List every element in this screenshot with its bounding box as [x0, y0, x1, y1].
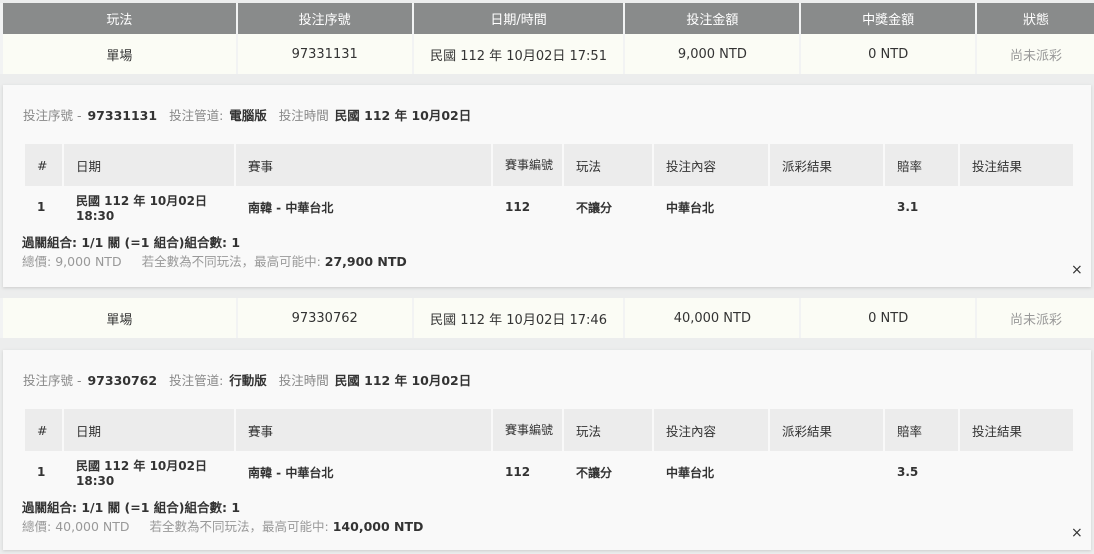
- close-icon[interactable]: ×: [1071, 525, 1083, 541]
- bet-summary[interactable]: 玩法 投注序號 日期/時間 投注金額 中獎金額 狀態 單場 97331131 民國 112 年 …: [0, 3, 1094, 74]
- detail-row: 1 民國 112 年 10月02日 18:30 南韓 - 中華台北 112 不讓分…: [25, 186, 1073, 228]
- row-odds: 3.1: [897, 200, 919, 214]
- row-play: 不讓分: [576, 465, 613, 480]
- channel-value: 電腦版: [229, 108, 267, 123]
- row-match: 南韓 - 中華台北: [248, 465, 334, 480]
- row-match: 南韓 - 中華台北: [248, 200, 334, 215]
- row-result: [960, 451, 1073, 493]
- serial-value: 97330762: [87, 373, 158, 388]
- detail-column-header: 投注結果: [960, 409, 1073, 451]
- row-match-no: 112: [505, 465, 531, 479]
- column-header: 日期/時間: [413, 3, 624, 34]
- column-header: 玩法: [3, 3, 236, 34]
- detail-column-header: 派彩結果: [770, 144, 883, 186]
- close-icon[interactable]: ×: [1071, 262, 1083, 278]
- bet-prize: 0 NTD: [801, 298, 976, 338]
- total-info: 總價: 9,000 NTD 若全數為不同玩法，最高可能中: 27,900 NTD: [22, 254, 407, 269]
- time-value: 民國 112 年 10月02日: [334, 108, 472, 123]
- bet-prize: 0 NTD: [801, 34, 976, 74]
- channel-value: 行動版: [229, 373, 267, 388]
- time-value: 民國 112 年 10月02日: [334, 373, 472, 388]
- bet-status: 尚未派彩: [977, 298, 1094, 338]
- detail-column-header: 賽事編號: [493, 144, 562, 186]
- row-payout: [770, 186, 883, 228]
- detail-column-header: #: [25, 409, 62, 451]
- serial-value: 97331131: [87, 108, 158, 123]
- column-header: 狀態: [977, 3, 1094, 34]
- detail-row: 1 民國 112 年 10月02日 18:30 南韓 - 中華台北 112 不讓分…: [25, 451, 1073, 493]
- channel-label: 投注管道:: [169, 373, 224, 388]
- bet-row[interactable]: 單場 97330762 民國 112 年 10月02日 17:46 40,000 NT…: [3, 298, 1094, 338]
- row-number: 1: [37, 200, 46, 214]
- bet-type: 單場: [3, 34, 236, 74]
- bet-amount: 9,000 NTD: [625, 34, 800, 74]
- detail-column-header: 賽事: [236, 409, 491, 451]
- detail-column-header: 派彩結果: [770, 409, 883, 451]
- serial-label: 投注序號 -: [23, 373, 82, 388]
- detail-table: # 日期 賽事 賽事編號 玩法 投注內容 派彩結果 賠率 投注結果 1 民國 112 年 10月…: [23, 144, 1075, 228]
- row-payout: [770, 451, 883, 493]
- bet-serial: 97330762: [237, 298, 412, 338]
- time-label: 投注時間: [278, 373, 329, 388]
- bet-amount: 40,000 NTD: [625, 298, 800, 338]
- bet-detail-panel: 投注序號 -97331131 投注管道: 電腦版 投注時間 民國 112 年 10月…: [3, 85, 1091, 287]
- bet-info: 投注序號 - 97331131 投注管道: 電腦版 投注時間 民國 112 年 10月…: [23, 105, 471, 124]
- column-header: 投注金額: [625, 3, 800, 34]
- row-play: 不讓分: [576, 200, 613, 215]
- row-number: 1: [37, 465, 46, 479]
- detail-column-header: 投注內容: [654, 409, 768, 451]
- combo-info: 過關組合: 1/1 關 (=1 組合)組合數: 1: [22, 235, 241, 250]
- detail-column-header: 賽事: [236, 144, 491, 186]
- detail-column-header: 日期: [64, 144, 234, 186]
- combo-info: 過關組合: 1/1 關 (=1 組合)組合數: 1: [22, 500, 241, 515]
- row-date: 民國 112 年 10月02日 18:30: [76, 193, 207, 223]
- bet-detail-panel: 投注序號 -97330762 投注管道: 行動版 投注時間 民國 112 年 10月…: [3, 350, 1091, 550]
- detail-column-header: 投注內容: [654, 144, 768, 186]
- bet-status: 尚未派彩: [977, 34, 1094, 74]
- column-header: 中獎金額: [801, 3, 976, 34]
- row-odds: 3.5: [897, 465, 919, 479]
- bet-row[interactable]: 單場 97331131 民國 112 年 10月02日 17:51 9,000 NTD…: [3, 34, 1094, 74]
- detail-table: # 日期 賽事 賽事編號 玩法 投注內容 派彩結果 賠率 投注結果 1 民國 112 年 10月…: [23, 409, 1075, 493]
- bet-serial: 97331131: [237, 34, 412, 74]
- row-content: 中華台北: [666, 465, 715, 480]
- bet-datetime: 民國 112 年 10月02日 17:46: [413, 298, 624, 338]
- detail-column-header: 賽事編號: [493, 409, 562, 451]
- column-header: 投注序號: [237, 3, 412, 34]
- row-content: 中華台北: [666, 200, 715, 215]
- detail-column-header: #: [25, 144, 62, 186]
- bet-info: 投注序號 - 97330762 投注管道: 行動版 投注時間 民國 112 年 10月…: [23, 370, 471, 389]
- detail-column-header: 投注結果: [960, 144, 1073, 186]
- detail-column-header: 玩法: [564, 144, 652, 186]
- detail-column-header: 日期: [64, 409, 234, 451]
- row-match-no: 112: [505, 200, 531, 214]
- time-label: 投注時間: [278, 108, 329, 123]
- detail-column-header: 賠率: [885, 409, 958, 451]
- row-date: 民國 112 年 10月02日 18:30: [76, 458, 207, 488]
- detail-column-header: 玩法: [564, 409, 652, 451]
- detail-column-header: 賠率: [885, 144, 958, 186]
- bet-summary[interactable]: 單場 97330762 民國 112 年 10月02日 17:46 40,000 NT…: [0, 298, 1094, 338]
- bet-datetime: 民國 112 年 10月02日 17:51: [413, 34, 624, 74]
- total-info: 總價: 40,000 NTD 若全數為不同玩法，最高可能中: 140,000 NT…: [22, 519, 424, 534]
- bet-type: 單場: [3, 298, 236, 338]
- row-result: [960, 186, 1073, 228]
- channel-label: 投注管道:: [169, 108, 224, 123]
- serial-label: 投注序號 -: [23, 108, 82, 123]
